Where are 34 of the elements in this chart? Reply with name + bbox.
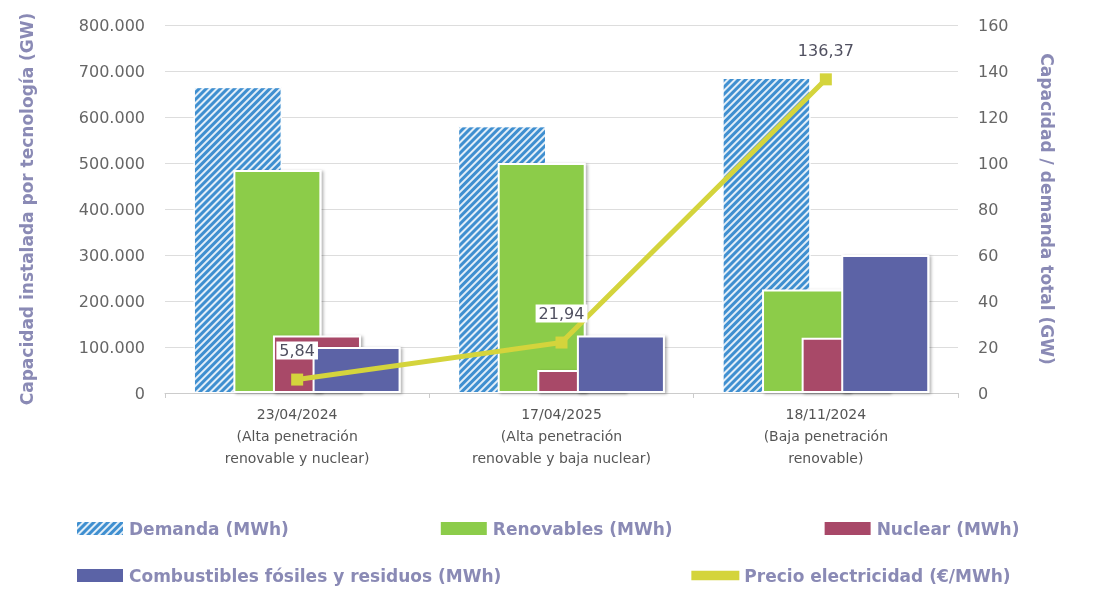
point (819, 73, 832, 86)
y-tick-label: 500.000 (78, 153, 145, 173)
legend-label: Precio electricidad (€/MWh) (744, 565, 1011, 586)
y-tick-label: 200.000 (78, 291, 145, 311)
y-tick-label: 100.000 (78, 337, 145, 357)
data-label: 5,84 (279, 341, 315, 361)
x-tick-label: 18/11/2024 (Baja penetración renovable) (763, 406, 889, 466)
x-tick-label: 17/04/2025 (Alta penetración renovable y baja nuclear) (471, 406, 652, 466)
y2-tick-label: 60 (978, 245, 999, 265)
point (291, 373, 304, 386)
legend-label: Combustibles fósiles y residuos (MWh) (129, 565, 502, 586)
y-tick-label: 600.000 (78, 107, 145, 127)
y2-tick-label: 0 (978, 383, 989, 403)
y2-tick-label: 160 (978, 15, 1009, 35)
y-tick-label: 700.000 (78, 61, 145, 81)
y-axis-title: Capacidad instalada por tecnología (GW) (16, 12, 37, 406)
y2-tick-label: 20 (978, 337, 999, 357)
y-tick-label: 300.000 (78, 245, 145, 265)
legend-label: Demanda (MWh) (129, 518, 289, 539)
y2-axis-title: Capacidad / demanda total (GW) (1036, 53, 1057, 365)
y2-tick-label: 100 (978, 153, 1009, 173)
y-tick-label: 400.000 (78, 199, 145, 219)
y2-tick-label: 120 (978, 107, 1009, 127)
data-label: 21,94 (538, 304, 585, 324)
y2-tick-label: 140 (978, 61, 1009, 81)
legend-label: Renovables (MWh) (492, 518, 673, 539)
x-tick-label: 23/04/2024 (Alta penetración renovable y nuclear) (224, 406, 370, 466)
y2-tick-label: 40 (978, 291, 999, 311)
y-tick-label: 800.000 (78, 15, 145, 35)
y2-tick-label: 80 (978, 199, 999, 219)
data-label: 136,37 (797, 40, 854, 60)
y-tick-label: 0 (134, 383, 145, 403)
legend-label: Nuclear (MWh) (876, 518, 1020, 539)
point (555, 336, 568, 349)
